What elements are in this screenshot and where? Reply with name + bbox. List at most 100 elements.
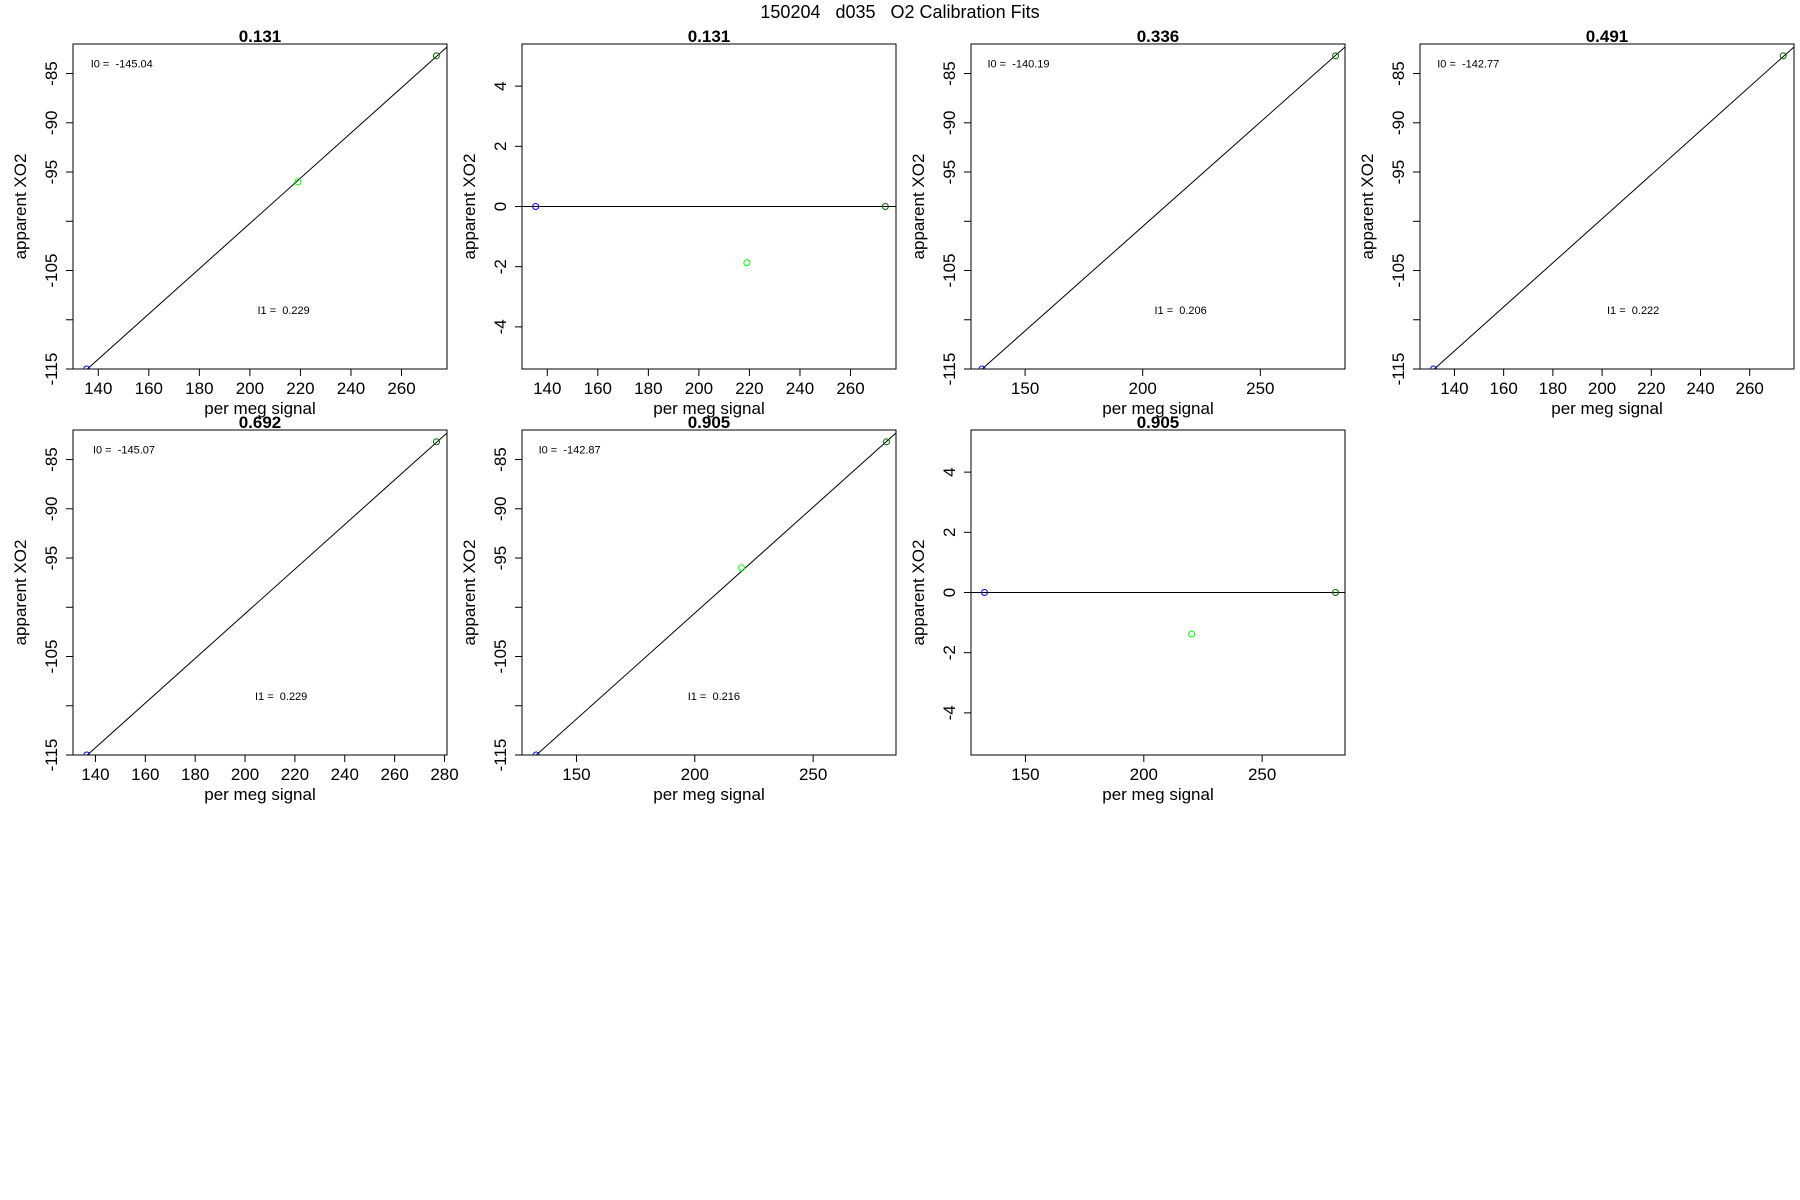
x-tick-label: 180 <box>1539 379 1567 398</box>
y-tick-label: -105 <box>42 639 61 673</box>
y-tick-label: -90 <box>1389 110 1408 135</box>
data-point <box>883 438 891 446</box>
x-tick-label: 220 <box>735 379 763 398</box>
x-tick-label: 140 <box>84 379 112 398</box>
panel-title: 0.131 <box>688 27 731 46</box>
y-tick-label: 0 <box>940 588 959 597</box>
fit-annotation: I1 = 0.229 <box>257 305 309 317</box>
data-point <box>83 751 91 755</box>
x-tick-label: 180 <box>185 379 213 398</box>
x-axis-label: per meg signal <box>653 785 765 804</box>
chart-panel-4: 0.491 140 160 180 200 220 240 260 per meg signal… <box>1358 27 1795 418</box>
x-tick-label: 200 <box>231 765 259 784</box>
x-axis-label: per meg signal <box>1551 399 1663 418</box>
fit-annotation: I0 = -145.07 <box>93 445 155 457</box>
y-tick-label: -115 <box>940 353 959 386</box>
y-axis-label: apparent XO2 <box>909 154 928 260</box>
x-tick-label: 250 <box>1248 765 1276 784</box>
y-tick-label: -85 <box>1389 61 1408 86</box>
x-axis-label: per meg signal <box>1102 399 1214 418</box>
data-point <box>978 365 986 369</box>
x-tick-label: 160 <box>1489 379 1517 398</box>
fit-line <box>1433 46 1794 369</box>
x-tick-label: 260 <box>836 379 864 398</box>
data-point <box>294 178 302 186</box>
y-tick-label: -2 <box>491 259 510 274</box>
y-tick-label: -115 <box>42 353 61 386</box>
y-tick-label: 4 <box>940 467 959 476</box>
x-axis-label: per meg signal <box>1102 785 1214 804</box>
y-tick-label: -90 <box>940 110 959 135</box>
chart-panel-5: 0.692 140 160 180 200 220 240 260 280 per meg sig… <box>11 413 459 804</box>
y-tick-label: -105 <box>42 253 61 287</box>
plot-frame <box>521 429 897 756</box>
data-point <box>1188 630 1196 638</box>
y-tick-label: -95 <box>42 546 61 571</box>
y-tick-label: -105 <box>1389 253 1408 287</box>
data-point <box>743 259 751 267</box>
y-tick-label: 2 <box>491 142 510 151</box>
x-tick-label: 250 <box>799 765 827 784</box>
plot-data <box>1430 46 1794 369</box>
y-tick-label: -4 <box>940 705 959 720</box>
y-tick-label: -95 <box>42 160 61 185</box>
plot-frame <box>72 43 448 370</box>
x-tick-label: 240 <box>331 765 359 784</box>
fit-line <box>86 46 447 369</box>
y-axis-label: apparent XO2 <box>909 540 928 646</box>
x-axis-label: per meg signal <box>204 399 316 418</box>
x-tick-label: 280 <box>430 765 458 784</box>
chart-panel-6: 0.905 150 200 250 per meg signal -115 -105 -95 -… <box>460 413 897 804</box>
y-axis-label: apparent XO2 <box>11 540 30 646</box>
x-tick-label: 150 <box>562 765 590 784</box>
x-tick-label: 200 <box>1129 379 1157 398</box>
x-tick-label: 140 <box>81 765 109 784</box>
panel-title: 0.131 <box>239 27 282 46</box>
plot-frame <box>1419 43 1795 370</box>
fit-line <box>86 432 447 755</box>
fit-annotation: I0 = -142.77 <box>1437 59 1499 71</box>
y-tick-label: 0 <box>491 202 510 211</box>
x-tick-label: 180 <box>181 765 209 784</box>
x-tick-label: 260 <box>1736 379 1764 398</box>
x-tick-label: 250 <box>1246 379 1274 398</box>
x-tick-label: 200 <box>685 379 713 398</box>
fit-annotation: I0 = -145.04 <box>91 59 153 71</box>
y-tick-label: -85 <box>491 447 510 472</box>
data-point <box>83 365 91 369</box>
y-tick-label: -85 <box>42 61 61 86</box>
x-tick-label: 160 <box>584 379 612 398</box>
y-tick-label: -95 <box>940 160 959 185</box>
x-tick-label: 200 <box>236 379 264 398</box>
data-point <box>432 52 440 60</box>
y-tick-label: -115 <box>491 739 510 772</box>
x-tick-label: 240 <box>337 379 365 398</box>
plot-data <box>978 46 1345 369</box>
x-tick-label: 200 <box>1588 379 1616 398</box>
panel-title: 0.692 <box>239 413 282 432</box>
y-axis-label: apparent XO2 <box>1358 154 1377 260</box>
y-tick-label: -90 <box>42 110 61 135</box>
fit-annotation: I1 = 0.216 <box>688 691 740 703</box>
y-tick-label: -105 <box>491 639 510 673</box>
x-tick-label: 200 <box>681 765 709 784</box>
fit-line <box>981 46 1345 369</box>
data-point <box>738 564 746 572</box>
x-axis-label: per meg signal <box>653 399 765 418</box>
y-tick-label: 2 <box>940 528 959 537</box>
plot-data <box>83 432 447 755</box>
data-point <box>1332 589 1340 596</box>
y-tick-label: -95 <box>491 546 510 571</box>
x-tick-label: 220 <box>1637 379 1665 398</box>
data-point <box>980 589 988 596</box>
y-axis-label: apparent XO2 <box>460 540 479 646</box>
x-tick-label: 140 <box>1440 379 1468 398</box>
plot-data <box>532 432 896 755</box>
x-tick-label: 150 <box>1011 379 1039 398</box>
x-tick-label: 260 <box>380 765 408 784</box>
y-axis-label: apparent XO2 <box>11 154 30 260</box>
y-tick-label: -4 <box>491 319 510 334</box>
fit-annotation: I0 = -142.87 <box>539 445 601 457</box>
